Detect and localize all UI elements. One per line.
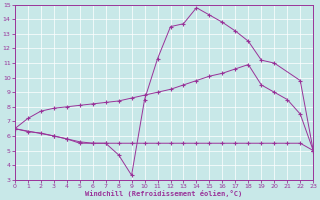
X-axis label: Windchill (Refroidissement éolien,°C): Windchill (Refroidissement éolien,°C) xyxy=(85,190,243,197)
